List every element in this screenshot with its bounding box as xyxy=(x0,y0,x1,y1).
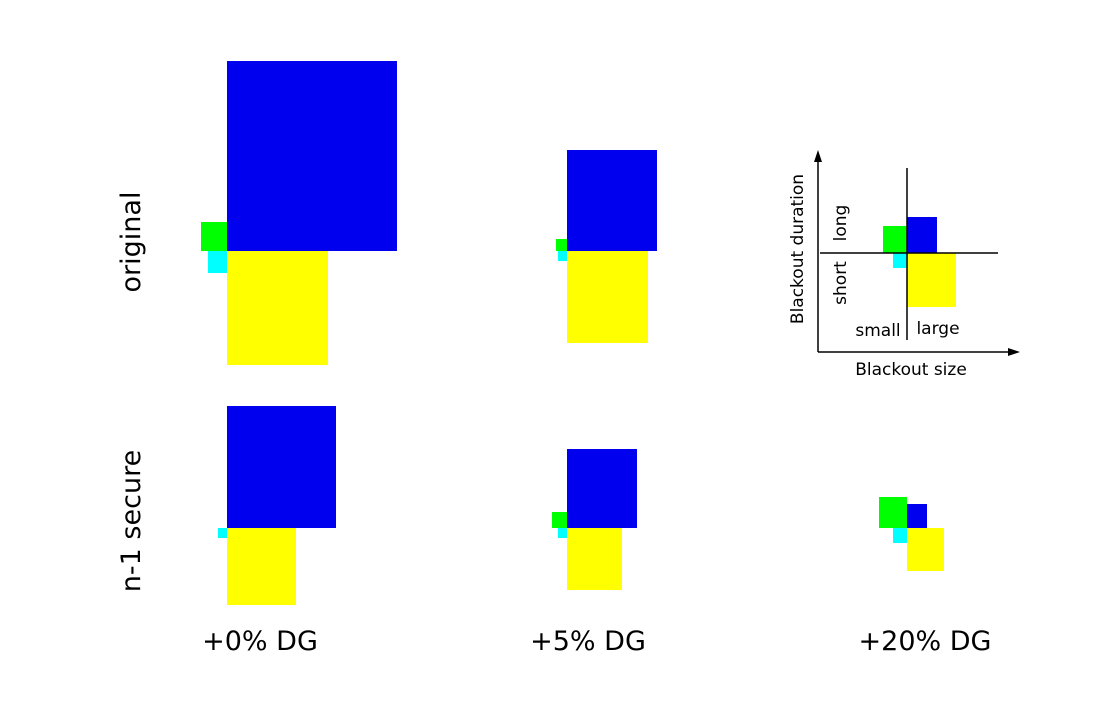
legend-quadrant-small-long xyxy=(883,226,907,253)
panel-n1-20pct xyxy=(879,497,944,571)
quadrant-small-short xyxy=(558,251,567,261)
quadrant-large-short xyxy=(567,528,622,590)
col-label-20pct: +20% DG xyxy=(859,626,992,657)
legend-panel: Blackout duration Blackout size long sho… xyxy=(788,150,1020,380)
col-label-5pct: +5% DG xyxy=(530,626,646,657)
legend-quadrant-large-long xyxy=(907,217,937,253)
quadrant-large-short xyxy=(227,251,328,365)
quadrant-small-long xyxy=(552,512,567,528)
panel-original-5pct xyxy=(556,150,657,343)
col-label-0pct: +0% DG xyxy=(202,626,318,657)
legend-x-low: small xyxy=(855,321,900,341)
quadrant-small-short xyxy=(893,528,907,543)
quadrant-large-short xyxy=(227,528,296,605)
legend-x-high: large xyxy=(916,319,959,339)
legend-quadrant-small-short xyxy=(893,253,907,268)
quadrant-small-short xyxy=(208,251,227,273)
legend-y-low: short xyxy=(831,261,851,305)
panel-original-0pct xyxy=(201,61,397,365)
legend-x-label: Blackout size xyxy=(855,360,967,380)
panel-n1-5pct xyxy=(552,449,637,590)
quadrant-large-long xyxy=(567,150,657,251)
legend-y-arrow xyxy=(814,150,822,162)
quadrant-small-long xyxy=(879,497,907,528)
legend-x-arrow xyxy=(1008,348,1020,356)
legend-y-label: Blackout duration xyxy=(788,174,808,324)
quadrant-large-short xyxy=(907,528,944,571)
legend-quadrant-large-short xyxy=(907,253,956,307)
legend-y-high: long xyxy=(831,205,851,242)
quadrant-large-long xyxy=(227,61,397,251)
quadrant-large-long xyxy=(907,504,927,528)
quadrant-large-short xyxy=(567,251,648,343)
quadrant-large-long xyxy=(567,449,637,528)
panel-n1-0pct xyxy=(218,406,336,605)
quadrant-small-short xyxy=(558,528,567,538)
quadrant-large-long xyxy=(227,406,336,528)
row-label-n1-secure: n-1 secure xyxy=(116,450,147,592)
quadrant-small-long xyxy=(556,239,567,251)
quadrant-small-long xyxy=(201,222,227,251)
quadrant-small-short xyxy=(218,528,227,538)
row-label-original: original xyxy=(116,192,147,293)
